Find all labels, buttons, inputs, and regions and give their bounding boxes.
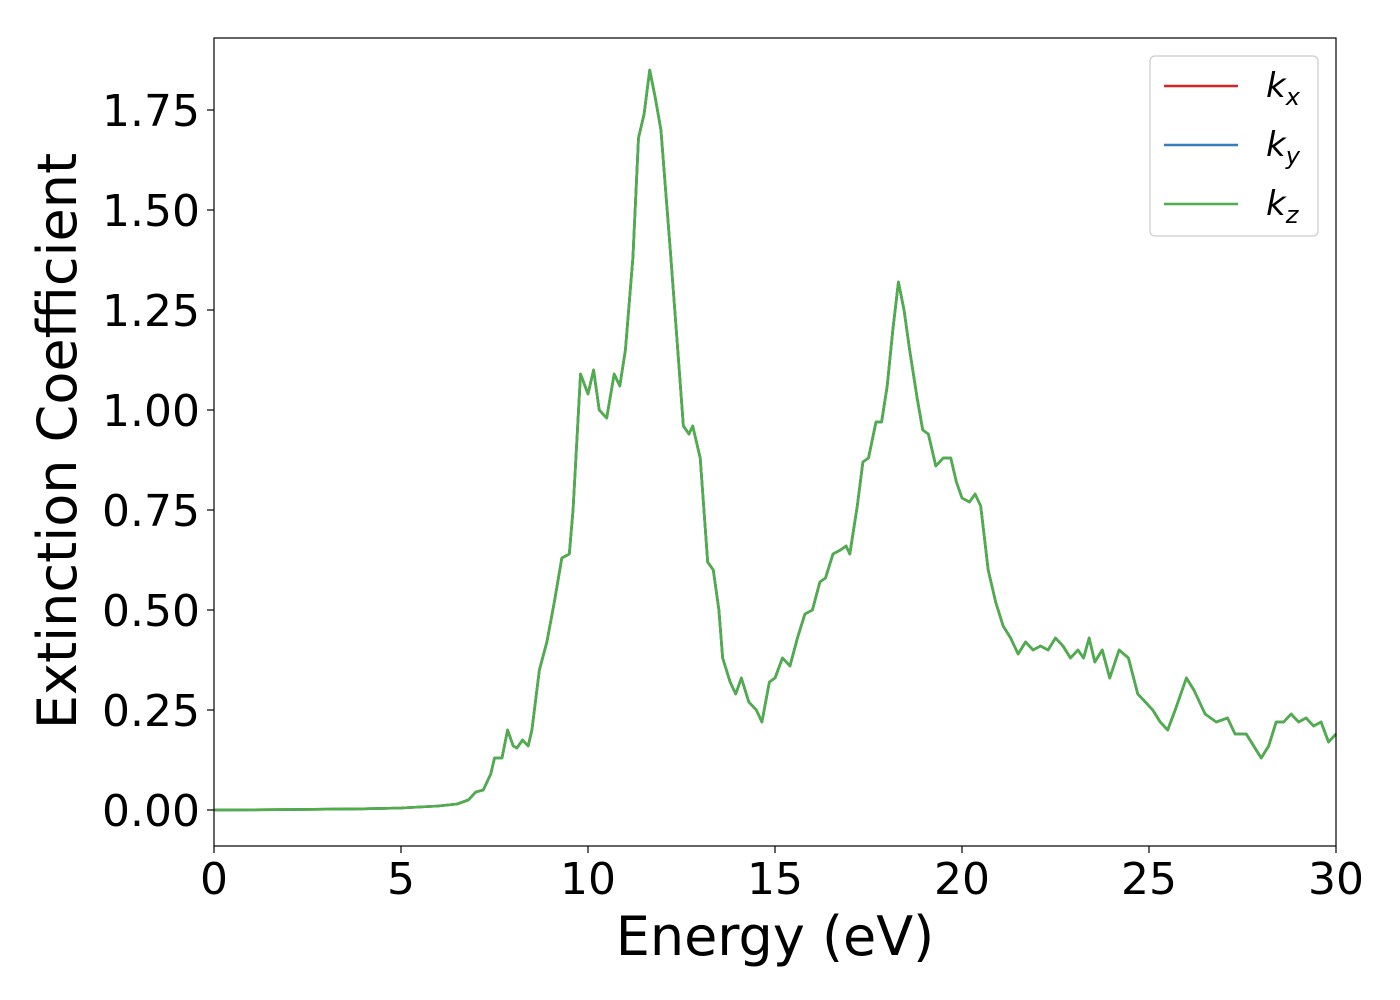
y-tick-label: 1.75 [102,86,200,137]
x-tick-label: 0 [200,854,228,905]
y-tick-label: 1.25 [102,286,200,337]
y-tick-label: 0.75 [102,486,200,537]
plot-frame [213,37,1337,847]
y-axis-label: Extinction Coefficient [26,153,89,729]
legend-label: kx [1266,66,1301,111]
y-tick-label: 0.00 [102,786,200,837]
x-axis-label: Energy (eV) [616,905,935,968]
legend-label: ky [1266,125,1301,170]
y-tick-label: 1.50 [102,186,200,237]
y-tick-label: 1.00 [102,386,200,437]
x-tick-label: 20 [934,854,990,905]
y-tick-label: 0.50 [102,586,200,637]
x-tick-label: 10 [560,854,616,905]
legend-label: kz [1266,184,1300,229]
x-tick-label: 25 [1121,854,1177,905]
x-tick-label: 5 [387,854,415,905]
x-tick-label: 30 [1308,854,1364,905]
x-tick-label: 15 [747,854,803,905]
series-line [213,68,1337,812]
y-tick-label: 0.25 [102,686,200,737]
